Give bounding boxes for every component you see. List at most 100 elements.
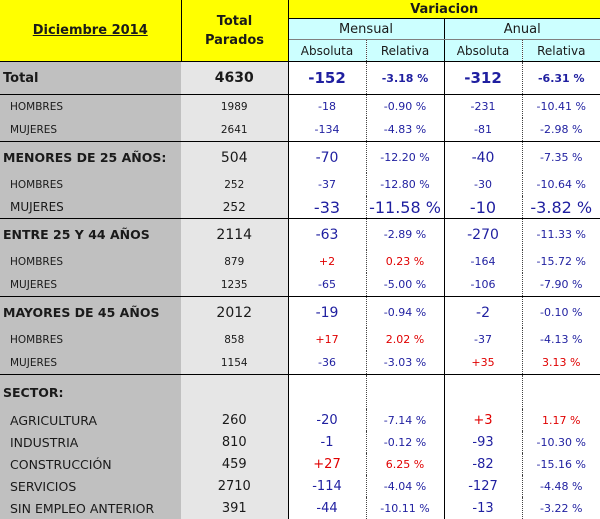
total-parados-cell: 4630 xyxy=(181,61,288,95)
anual-relativa-cell: 1.17 % xyxy=(521,409,600,431)
anual-absoluta-cell: -312 xyxy=(443,61,522,95)
anual-absoluta-header: Absoluta xyxy=(443,39,522,62)
anual-absoluta-cell: -106 xyxy=(443,273,522,297)
total-parados-cell: 879 xyxy=(181,250,288,273)
mensual-relativa-cell xyxy=(365,374,444,409)
mensual-relativa-cell: -4.83 % xyxy=(365,118,444,142)
mensual-relativa-cell: 2.02 % xyxy=(365,328,444,351)
anual-absoluta-cell: -270 xyxy=(443,218,522,250)
mensual-relativa-cell: -7.14 % xyxy=(365,409,444,431)
mensual-absoluta-cell: -152 xyxy=(287,61,366,95)
anual-absoluta-cell: -2 xyxy=(443,296,522,328)
anual-absoluta-cell: -164 xyxy=(443,250,522,273)
row-entre-25-44-mujeres: MUJERES 1235 -65 -5.00 % -106 -7.90 % xyxy=(0,273,600,297)
anual-relativa-cell: -7.35 % xyxy=(521,141,600,173)
anual-relativa-cell: 3.13 % xyxy=(521,351,600,375)
mensual-header: Mensual xyxy=(288,18,444,40)
anual-absoluta-cell: -82 xyxy=(443,453,522,475)
mensual-relativa-cell: -10.11 % xyxy=(365,497,444,519)
row-sector-heading: SECTOR: xyxy=(0,374,600,409)
mensual-relativa-cell: -3.18 % xyxy=(365,61,444,95)
mensual-absoluta-cell: -20 xyxy=(287,409,366,431)
row-total-hombres: HOMBRES 1989 -18 -0.90 % -231 -10.41 % xyxy=(0,94,600,118)
mensual-absoluta-cell: +2 xyxy=(287,250,366,273)
mensual-absoluta-cell: -114 xyxy=(287,475,366,497)
anual-relativa-cell: -4.48 % xyxy=(521,475,600,497)
row-label: MUJERES xyxy=(0,118,181,142)
row-entre-25-44: ENTRE 25 Y 44 AÑOS 2114 -63 -2.89 % -270 -11.… xyxy=(0,218,600,250)
row-label: Total xyxy=(0,61,181,95)
total-parados-cell: 260 xyxy=(181,409,288,431)
anual-absoluta-cell xyxy=(443,374,522,409)
mensual-absoluta-cell: +27 xyxy=(287,453,366,475)
mensual-absoluta-cell: -63 xyxy=(287,218,366,250)
anual-absoluta-cell: -40 xyxy=(443,141,522,173)
anual-relativa-header: Relativa xyxy=(521,39,600,62)
mensual-absoluta-cell: -44 xyxy=(287,497,366,519)
anual-relativa-cell: -6.31 % xyxy=(521,61,600,95)
total-parados-header: Total Parados xyxy=(181,0,289,62)
row-label: CONSTRUCCIÓN xyxy=(0,453,181,475)
row-sin-empleo-anterior: SIN EMPLEO ANTERIOR 391 -44 -10.11 % -13 -3.2… xyxy=(0,497,600,519)
anual-relativa-cell xyxy=(521,374,600,409)
anual-absoluta-cell: -231 xyxy=(443,94,522,118)
variacion-header: Variacion xyxy=(288,0,600,19)
row-label: MENORES DE 25 AÑOS: xyxy=(0,141,181,173)
total-parados-cell: 252 xyxy=(181,196,288,219)
mensual-absoluta-cell: -19 xyxy=(287,296,366,328)
row-label: MUJERES xyxy=(0,351,181,375)
row-label: INDUSTRIA xyxy=(0,431,181,453)
anual-absoluta-cell: -10 xyxy=(443,196,522,219)
mensual-relativa-cell: -0.12 % xyxy=(365,431,444,453)
row-label: HOMBRES xyxy=(0,173,181,196)
row-agricultura: AGRICULTURA 260 -20 -7.14 % +3 1.17 % xyxy=(0,409,600,431)
row-total-mujeres: MUJERES 2641 -134 -4.83 % -81 -2.98 % xyxy=(0,118,600,142)
total-parados-cell: 2114 xyxy=(181,218,288,250)
mensual-absoluta-cell: -134 xyxy=(287,118,366,142)
anual-absoluta-cell: +35 xyxy=(443,351,522,375)
mensual-relativa-cell: -3.03 % xyxy=(365,351,444,375)
period-header: Diciembre 2014 xyxy=(0,0,182,62)
row-label: SIN EMPLEO ANTERIOR xyxy=(0,497,181,519)
row-label: SECTOR: xyxy=(0,374,181,409)
mensual-relativa-cell: 6.25 % xyxy=(365,453,444,475)
anual-relativa-cell: -10.41 % xyxy=(521,94,600,118)
total-parados-cell xyxy=(181,374,288,409)
total-parados-cell: 252 xyxy=(181,173,288,196)
total-parados-cell: 1235 xyxy=(181,273,288,297)
anual-relativa-cell: -3.82 % xyxy=(521,196,600,219)
mensual-relativa-header: Relativa xyxy=(365,39,444,62)
row-label: AGRICULTURA xyxy=(0,409,181,431)
row-label: MAYORES DE 45 AÑOS xyxy=(0,296,181,328)
row-entre-25-44-hombres: HOMBRES 879 +2 0.23 % -164 -15.72 % xyxy=(0,250,600,273)
anual-relativa-cell: -10.30 % xyxy=(521,431,600,453)
row-menores-25: MENORES DE 25 AÑOS: 504 -70 -12.20 % -40 -7.3… xyxy=(0,141,600,173)
total-parados-cell: 2710 xyxy=(181,475,288,497)
total-parados-cell: 810 xyxy=(181,431,288,453)
anual-relativa-cell: -15.16 % xyxy=(521,453,600,475)
anual-absoluta-cell: -13 xyxy=(443,497,522,519)
row-total: Total 4630 -152 -3.18 % -312 -6.31 % xyxy=(0,61,600,95)
mensual-relativa-cell: -11.58 % xyxy=(365,196,444,219)
anual-relativa-cell: -7.90 % xyxy=(521,273,600,297)
total-parados-cell: 1154 xyxy=(181,351,288,375)
total-parados-cell: 1989 xyxy=(181,94,288,118)
anual-relativa-cell: -3.22 % xyxy=(521,497,600,519)
mensual-absoluta-cell: +17 xyxy=(287,328,366,351)
row-servicios: SERVICIOS 2710 -114 -4.04 % -127 -4.48 % xyxy=(0,475,600,497)
mensual-relativa-cell: -12.20 % xyxy=(365,141,444,173)
mensual-relativa-cell: -5.00 % xyxy=(365,273,444,297)
anual-absoluta-cell: -37 xyxy=(443,328,522,351)
mensual-absoluta-cell: -37 xyxy=(287,173,366,196)
anual-relativa-cell: -15.72 % xyxy=(521,250,600,273)
total-parados-cell: 2641 xyxy=(181,118,288,142)
mensual-relativa-cell: -4.04 % xyxy=(365,475,444,497)
total-parados-cell: 504 xyxy=(181,141,288,173)
mensual-relativa-cell: -12.80 % xyxy=(365,173,444,196)
mensual-absoluta-cell: -70 xyxy=(287,141,366,173)
anual-relativa-cell: -0.10 % xyxy=(521,296,600,328)
mensual-relativa-cell: -0.90 % xyxy=(365,94,444,118)
mensual-absoluta-cell: -18 xyxy=(287,94,366,118)
mensual-absoluta-cell: -33 xyxy=(287,196,366,219)
